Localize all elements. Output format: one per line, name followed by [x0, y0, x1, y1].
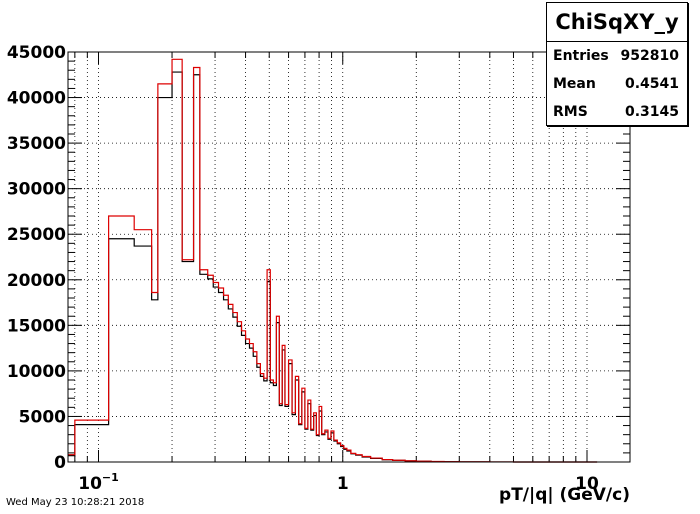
datestamp: Wed May 23 10:28:21 2018: [6, 497, 145, 508]
y-tick-label: 0: [54, 453, 66, 473]
stats-rms-label: RMS: [553, 104, 588, 120]
y-tick-label: 5000: [19, 407, 66, 427]
series-layer: [68, 58, 598, 463]
y-tick-label: 25000: [7, 225, 66, 245]
stats-row-mean: Mean 0.4541: [547, 70, 687, 98]
y-tick-label: 15000: [7, 316, 66, 336]
y-tick-label: 20000: [7, 271, 66, 291]
stats-mean-value: 0.4541: [624, 76, 679, 92]
y-tick-label: 10000: [7, 362, 66, 382]
plot-frame: [67, 51, 631, 463]
stats-row-entries: Entries 952810: [547, 42, 687, 70]
y-tick-label: 40000: [7, 89, 66, 109]
x-tick-label: 1: [337, 474, 349, 494]
y-tick-label: 35000: [7, 134, 66, 154]
stats-entries-value: 952810: [620, 48, 679, 64]
x-axis-label: pT/|q| (GeV/c): [499, 485, 630, 505]
x-tick-label: 10: [575, 474, 599, 494]
y-tick-label: 45000: [7, 43, 66, 63]
stats-mean-label: Mean: [553, 76, 596, 92]
histogram-series-1: [68, 58, 598, 463]
stats-entries-label: Entries: [553, 48, 609, 64]
stats-row-rms: RMS 0.3145: [547, 98, 687, 126]
tick-labels: 0 5000 10000 15000 20000 25000 30000 35000 40000…: [7, 43, 599, 494]
stats-rms-value: 0.3145: [624, 104, 679, 120]
x-tick-label: 10−1: [78, 471, 119, 494]
stats-title: ChiSqXY_y: [547, 3, 687, 42]
histogram-series-0: [68, 71, 598, 463]
y-tick-label: 30000: [7, 180, 66, 200]
stats-box: ChiSqXY_y Entries 952810 Mean 0.4541 RMS…: [546, 2, 688, 126]
